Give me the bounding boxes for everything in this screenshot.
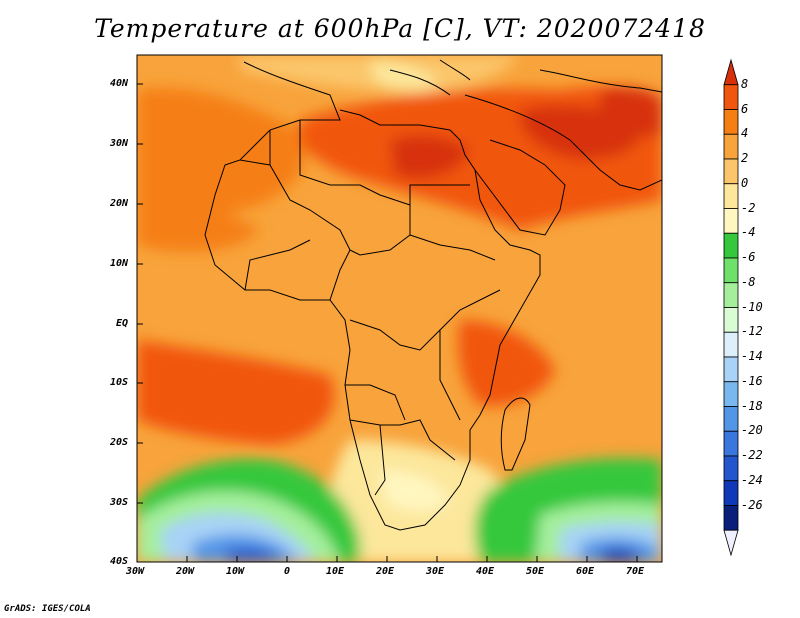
lon-label-20w: 20W [176, 566, 195, 577]
lat-label-30n: 30N [110, 138, 129, 149]
colorbar-swatch [723, 406, 739, 432]
lon-label-20e: 20E [376, 566, 395, 577]
colorbar-swatch [723, 208, 739, 234]
colorbar-label: 4 [741, 126, 749, 141]
lon-label-60e: 60E [576, 566, 595, 577]
coastlines [204, 59, 662, 531]
colorbar-label: -14 [741, 349, 763, 363]
colorbar-label: -12 [741, 324, 763, 339]
colorbar-swatch [723, 307, 739, 333]
plot-frame [136, 54, 663, 563]
colorbar-swatch [723, 505, 739, 531]
lat-label-20s: 20S [110, 437, 129, 448]
lat-label-30s: 30S [110, 497, 129, 508]
colorbar-swatch [723, 331, 739, 358]
colorbar-label: -6 [741, 250, 756, 264]
lat-label-40n: 40N [110, 78, 129, 89]
colorbar-swatch [723, 356, 739, 383]
colorbar-swatch [723, 183, 739, 209]
colorbar-swatch [723, 480, 739, 506]
lon-label-0: 0 [284, 566, 291, 577]
colorbar-label: -16 [741, 373, 763, 388]
lon-label-50e: 50E [526, 566, 545, 577]
colorbar-swatch [723, 455, 739, 482]
colorbar-swatch [723, 158, 739, 185]
colorbar [723, 58, 739, 557]
colorbar-swatch [723, 529, 739, 557]
colorbar-swatch [723, 109, 739, 135]
colorbar-label: 6 [741, 101, 749, 116]
colorbar-label: -4 [741, 225, 756, 240]
lat-label-eq: EQ [116, 318, 129, 329]
colorbar-label: 0 [741, 175, 749, 190]
colorbar-label: 8 [741, 76, 749, 91]
colorbar-label: -20 [741, 423, 763, 438]
lon-label-40e: 40E [476, 566, 495, 577]
map-title: Temperature at 600hPa [C], VT: 202007241… [94, 14, 706, 43]
colorbar-label: -10 [741, 299, 763, 314]
axis-ticks [137, 83, 638, 562]
colorbar-swatch [723, 257, 739, 284]
lon-label-30e: 30E [426, 566, 445, 577]
lat-label-20n: 20N [110, 198, 129, 209]
lon-label-10e: 10E [326, 566, 345, 577]
colorbar-swatch [723, 282, 739, 308]
colorbar-label: -22 [741, 448, 763, 462]
lat-label-10n: 10N [110, 258, 129, 269]
lat-label-10s: 10S [110, 377, 129, 388]
colorbar-label: -26 [741, 497, 763, 512]
colorbar-swatch [723, 58, 739, 86]
colorbar-label: 2 [741, 151, 749, 165]
colorbar-label: -18 [741, 398, 763, 413]
colorbar-label: -2 [741, 200, 756, 215]
lon-label-70e: 70E [626, 566, 645, 577]
colorbar-swatch [723, 84, 739, 110]
credit-text: GrADS: IGES/COLA [4, 604, 91, 614]
colorbar-label: -8 [741, 274, 756, 289]
colorbar-swatch [723, 133, 739, 160]
colorbar-label: -24 [741, 472, 763, 487]
colorbar-swatch [723, 430, 739, 457]
lon-label-10w: 10W [226, 566, 245, 577]
lon-label-30w: 30W [126, 566, 145, 577]
colorbar-swatch [723, 232, 739, 259]
colorbar-swatch [723, 381, 739, 407]
temperature-field [137, 55, 662, 562]
lat-label-40s: 40S [110, 556, 129, 567]
